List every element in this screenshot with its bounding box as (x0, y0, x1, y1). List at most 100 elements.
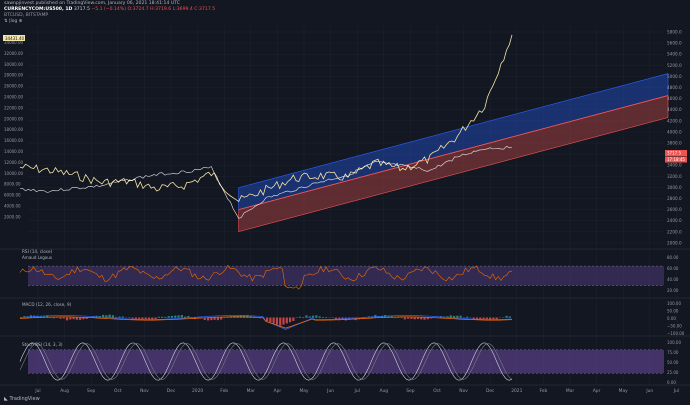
macd-histogram-bar (180, 315, 183, 318)
macd-histogram-bar (475, 317, 479, 320)
macd-histogram-bar (213, 317, 216, 320)
channel-lower (238, 95, 669, 233)
macd-histogram-bar (161, 316, 164, 318)
rsi-label: RSI (14, close) (22, 249, 53, 254)
macd-tick-label: −50.00 (667, 324, 682, 329)
stoch-tick-label: 75.00 (667, 350, 679, 355)
left-tick-label: 26000.00 (4, 84, 24, 89)
time-tick-label: Oct (433, 388, 441, 394)
time-tick-label: Mar (566, 388, 574, 394)
macd-histogram-bar (275, 317, 279, 325)
macd-histogram-bar (151, 317, 154, 320)
macd-histogram-bar (282, 317, 285, 325)
macd-label: MACD (12, 26, close, 9) (22, 302, 72, 307)
macd-histogram-bar (187, 316, 190, 318)
macd-histogram-bar (279, 317, 282, 326)
macd-histogram-bar (141, 317, 144, 320)
macd-histogram-bar (167, 316, 170, 318)
macd-histogram-bar (115, 316, 118, 318)
price-tick-label: 4200.0 (667, 118, 682, 123)
price-tick-label: 2000.0 (667, 240, 682, 245)
macd-histogram-bar (285, 317, 288, 324)
time-tick-label: Sep (406, 388, 414, 394)
symbol-line: CURRENCYCOM:US500, 1D 3717.5 −5.1 (−0.14… (4, 7, 215, 12)
macd-pane: MACD (12, 26, close, 9) (19, 302, 513, 330)
stoch-tick-label: 25.00 (667, 370, 679, 375)
macd-histogram-bar (334, 317, 338, 320)
time-tick-label: Dec (167, 388, 176, 394)
macd-histogram-bar (164, 316, 167, 318)
symbol: CURRENCYCOM:US500, 1D (4, 7, 73, 12)
macd-histogram-bar (266, 317, 269, 321)
macd-histogram-bar (65, 317, 69, 321)
macd-histogram-bar (144, 317, 147, 320)
grid (0, 26, 690, 386)
time-tick-label: 2021 (511, 388, 522, 394)
macd-histogram-bar (361, 317, 364, 319)
left-tick-label: 24000.00 (4, 95, 24, 100)
price-tick-label: 2600.0 (667, 207, 682, 212)
macd-tick-label: 50.00 (667, 309, 679, 314)
macd-histogram-bar (72, 317, 75, 320)
time-tick-label: Apr (274, 388, 282, 394)
rsi-tick-label: 60.00 (667, 266, 679, 271)
macd-histogram-bar (407, 317, 410, 319)
macd-histogram-bar (134, 317, 137, 319)
macd-histogram-bar (206, 317, 210, 321)
macd-histogram-bar (380, 315, 383, 318)
time-tick-label: Jul (673, 388, 679, 394)
price-tick-label: 5600.0 (667, 41, 682, 46)
time-tick-label: Jul (34, 388, 40, 394)
macd-histogram-bar (102, 314, 105, 318)
macd-histogram-bar (295, 317, 298, 319)
price-badge-label: 3717.5 (667, 151, 681, 156)
ohlc-values: O:3724.7 H:3719.6 L:3699.4 C:3717.5 (127, 7, 216, 12)
time-tick-label: May (619, 388, 628, 394)
time-tick-label: Sep (87, 388, 95, 394)
time-tick-label: Nov (140, 388, 149, 394)
macd-histogram-bar (128, 317, 131, 319)
macd-histogram-bar (403, 317, 406, 320)
price-change: −5.1 (−0.14%) (91, 7, 127, 12)
macd-histogram-bar (138, 317, 141, 319)
macd-histogram-bar (298, 316, 301, 318)
time-tick-label: Aug (60, 388, 69, 394)
macd-histogram-bar (272, 317, 275, 324)
rsi-tick-label: 40.00 (667, 277, 679, 282)
time-tick-label: Jul (354, 388, 360, 394)
left-tick-label: 20000.00 (4, 116, 24, 121)
macd-histogram-bar (308, 316, 311, 318)
macd-histogram-bar (472, 317, 475, 320)
left-tick-label: 18000.00 (4, 127, 24, 132)
macd-histogram-bar (82, 317, 85, 320)
rsi-line (19, 264, 513, 290)
macd-histogram-bar (456, 315, 459, 318)
macd-histogram-bar (292, 317, 295, 321)
macd-histogram-bar (446, 316, 449, 318)
macd-histogram-bar (449, 315, 452, 318)
macd-histogram-bar (315, 315, 318, 318)
left-tick-label: 30000.00 (4, 62, 24, 67)
macd-histogram-bar (121, 316, 124, 318)
macd-histogram-bar (69, 317, 72, 320)
macd-histogram-bar (495, 317, 498, 320)
rsi-pane: RSI (14, close)Arnaud Legoux (19, 249, 664, 290)
macd-histogram-bar (505, 315, 508, 318)
macd-histogram-bar (410, 317, 413, 319)
time-tick-label: Dec (486, 388, 495, 394)
left-tick-label: 12000.00 (4, 160, 24, 165)
tradingview-logo: ◣ TradingView (4, 396, 40, 402)
macd-histogram-bar (131, 317, 134, 319)
price-tick-label: 4600.0 (667, 96, 682, 101)
price-tick-label: 3400.0 (667, 163, 682, 168)
macd-histogram-bar (184, 316, 187, 318)
footer-label: TradingView (9, 396, 40, 402)
scale-buttons[interactable]: ⇅ |log ⊕ (4, 19, 23, 24)
macd-histogram-bar (259, 317, 262, 319)
price-tick-label: 2200.0 (667, 229, 682, 234)
stoch-pane: Stoch RSI (14, 3, 3) (19, 342, 664, 381)
btc-price-badge (3, 35, 25, 41)
macd-histogram-bar (246, 314, 249, 318)
compare-symbol: BTCUSD, BITSTAMP (4, 13, 49, 18)
